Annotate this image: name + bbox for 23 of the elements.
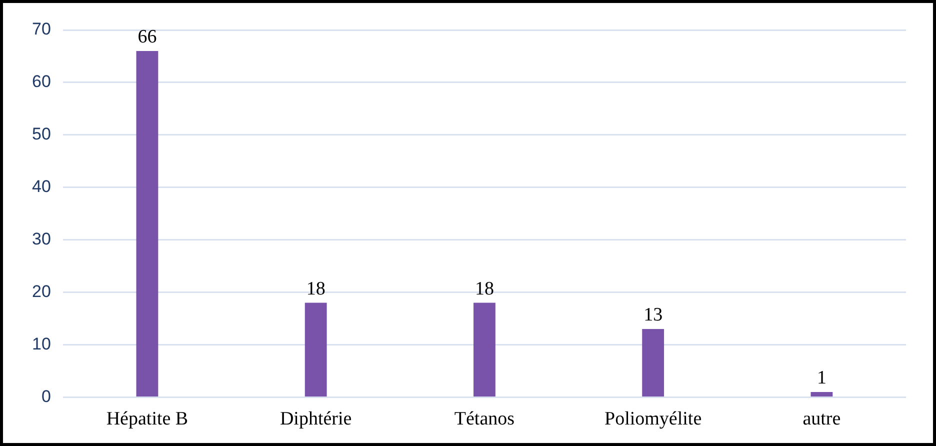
y-tick-label: 10 [32,334,51,354]
y-tick-label: 70 [32,20,51,39]
data-label: 13 [644,304,663,326]
x-tick-label: autre [802,408,841,430]
y-tick-label: 40 [32,177,51,196]
x-tick-label: Poliomyélite [604,408,702,430]
x-tick-label: Diphtérie [280,408,352,430]
bar [473,302,496,396]
data-label: 18 [306,278,326,300]
bar [304,302,327,396]
data-label: 18 [474,278,494,300]
data-label: 1 [816,367,826,388]
y-tick-label: 30 [32,230,51,249]
x-tick-label: Tétanos [454,408,515,430]
y-tick-label: 20 [32,282,51,301]
bar [136,50,158,396]
data-label: 66 [138,26,157,48]
y-tick-label: 60 [32,72,51,92]
bar [642,329,664,396]
y-tick-label: 0 [41,386,51,406]
y-tick-label: 50 [32,124,51,144]
bar [810,392,833,396]
x-tick-label: Hépatite B [106,408,188,430]
